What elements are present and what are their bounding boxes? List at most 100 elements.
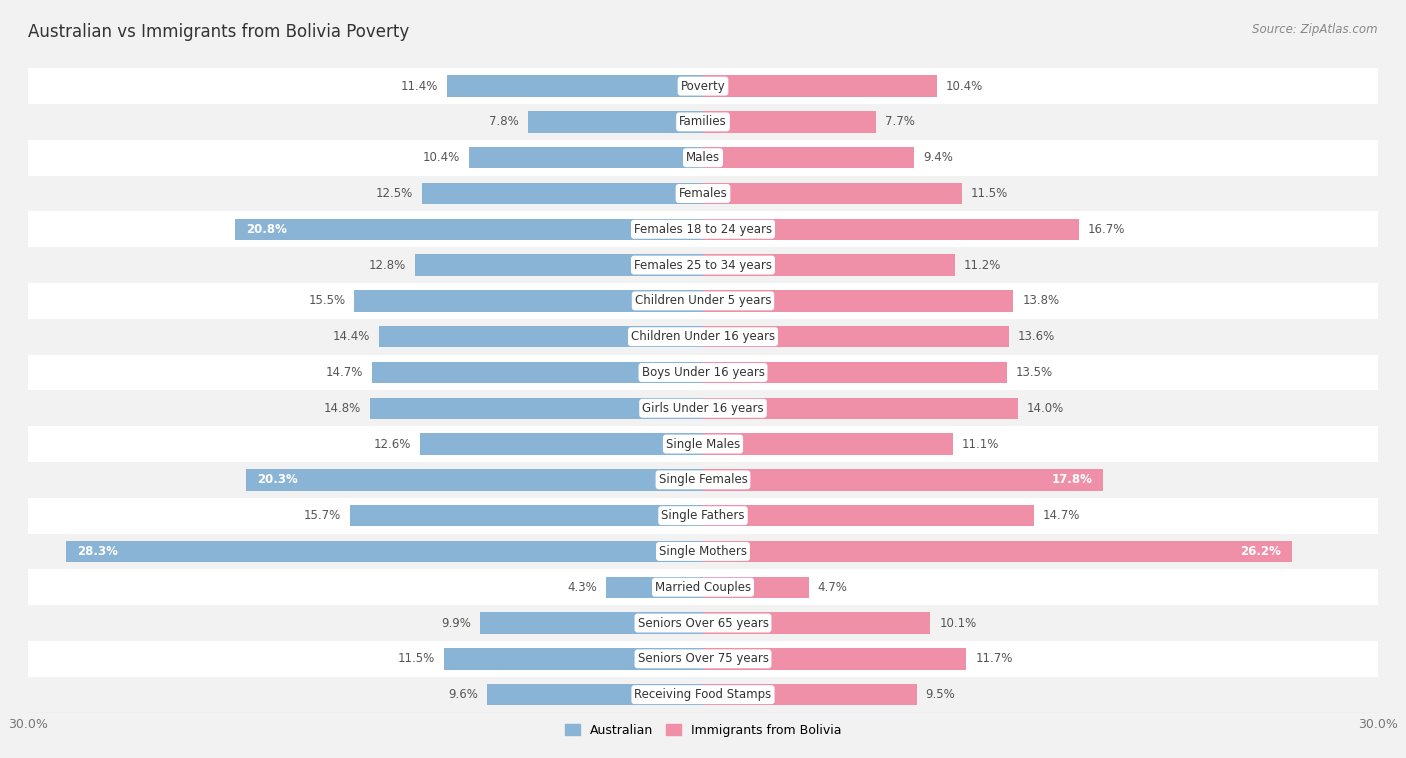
Bar: [370, 397, 703, 419]
Bar: [703, 326, 1010, 347]
Text: 9.4%: 9.4%: [924, 151, 953, 164]
Bar: [703, 577, 808, 598]
Bar: [703, 684, 917, 706]
Bar: [28, 176, 1378, 211]
Text: 4.7%: 4.7%: [818, 581, 848, 594]
Bar: [703, 147, 914, 168]
Text: 26.2%: 26.2%: [1240, 545, 1281, 558]
Text: 14.7%: 14.7%: [1043, 509, 1080, 522]
Text: 10.1%: 10.1%: [939, 616, 976, 630]
Text: 11.7%: 11.7%: [976, 653, 1012, 666]
Bar: [28, 534, 1378, 569]
Bar: [66, 540, 703, 562]
Bar: [28, 605, 1378, 641]
Bar: [246, 469, 703, 490]
Bar: [28, 641, 1378, 677]
Text: 13.5%: 13.5%: [1015, 366, 1053, 379]
Text: 11.2%: 11.2%: [965, 258, 1001, 271]
Bar: [28, 68, 1378, 104]
Text: 7.7%: 7.7%: [886, 115, 915, 128]
Text: Children Under 5 years: Children Under 5 years: [634, 294, 772, 308]
Bar: [703, 469, 1104, 490]
Bar: [486, 684, 703, 706]
Text: 13.6%: 13.6%: [1018, 330, 1054, 343]
Text: Families: Families: [679, 115, 727, 128]
Text: Girls Under 16 years: Girls Under 16 years: [643, 402, 763, 415]
Text: 15.5%: 15.5%: [308, 294, 346, 308]
Text: 16.7%: 16.7%: [1088, 223, 1125, 236]
Bar: [447, 75, 703, 97]
Bar: [28, 390, 1378, 426]
Bar: [28, 462, 1378, 498]
Bar: [703, 218, 1078, 240]
Text: 14.0%: 14.0%: [1026, 402, 1064, 415]
Text: Females 18 to 24 years: Females 18 to 24 years: [634, 223, 772, 236]
Bar: [350, 505, 703, 526]
Text: Females 25 to 34 years: Females 25 to 34 years: [634, 258, 772, 271]
Text: Australian vs Immigrants from Bolivia Poverty: Australian vs Immigrants from Bolivia Po…: [28, 23, 409, 41]
Text: Receiving Food Stamps: Receiving Food Stamps: [634, 688, 772, 701]
Text: 11.5%: 11.5%: [970, 187, 1008, 200]
Text: Poverty: Poverty: [681, 80, 725, 92]
Bar: [703, 111, 876, 133]
Text: 15.7%: 15.7%: [304, 509, 340, 522]
Text: 14.4%: 14.4%: [333, 330, 370, 343]
Bar: [28, 139, 1378, 176]
Bar: [703, 75, 936, 97]
Bar: [28, 283, 1378, 319]
Bar: [703, 648, 966, 669]
Text: 11.4%: 11.4%: [401, 80, 437, 92]
Text: Single Females: Single Females: [658, 473, 748, 487]
Text: 9.6%: 9.6%: [449, 688, 478, 701]
Text: Source: ZipAtlas.com: Source: ZipAtlas.com: [1253, 23, 1378, 36]
Text: 20.8%: 20.8%: [246, 223, 287, 236]
Bar: [28, 211, 1378, 247]
Bar: [470, 147, 703, 168]
Text: 11.5%: 11.5%: [398, 653, 436, 666]
Bar: [380, 326, 703, 347]
Bar: [419, 434, 703, 455]
Bar: [28, 426, 1378, 462]
Text: 12.8%: 12.8%: [368, 258, 406, 271]
Text: Children Under 16 years: Children Under 16 years: [631, 330, 775, 343]
Bar: [703, 612, 931, 634]
Text: Single Males: Single Males: [666, 437, 740, 450]
Bar: [703, 290, 1014, 312]
Text: Married Couples: Married Couples: [655, 581, 751, 594]
Text: 13.8%: 13.8%: [1022, 294, 1060, 308]
Bar: [703, 540, 1292, 562]
Text: Females: Females: [679, 187, 727, 200]
Bar: [703, 434, 953, 455]
Text: Single Fathers: Single Fathers: [661, 509, 745, 522]
Text: Seniors Over 65 years: Seniors Over 65 years: [637, 616, 769, 630]
Text: 14.7%: 14.7%: [326, 366, 363, 379]
Bar: [235, 218, 703, 240]
Bar: [481, 612, 703, 634]
Text: 9.5%: 9.5%: [925, 688, 956, 701]
Text: Seniors Over 75 years: Seniors Over 75 years: [637, 653, 769, 666]
Text: 12.6%: 12.6%: [373, 437, 411, 450]
Bar: [703, 183, 962, 204]
Text: Single Mothers: Single Mothers: [659, 545, 747, 558]
Text: Males: Males: [686, 151, 720, 164]
Bar: [28, 677, 1378, 713]
Text: 28.3%: 28.3%: [77, 545, 118, 558]
Bar: [703, 505, 1033, 526]
Bar: [28, 355, 1378, 390]
Bar: [354, 290, 703, 312]
Bar: [28, 319, 1378, 355]
Bar: [703, 362, 1007, 384]
Text: 11.1%: 11.1%: [962, 437, 1000, 450]
Bar: [415, 255, 703, 276]
Text: 10.4%: 10.4%: [423, 151, 460, 164]
Bar: [28, 104, 1378, 139]
Text: 14.8%: 14.8%: [323, 402, 361, 415]
Text: 20.3%: 20.3%: [257, 473, 298, 487]
Bar: [28, 498, 1378, 534]
Bar: [373, 362, 703, 384]
Bar: [444, 648, 703, 669]
Text: 7.8%: 7.8%: [489, 115, 519, 128]
Legend: Australian, Immigrants from Bolivia: Australian, Immigrants from Bolivia: [560, 719, 846, 742]
Bar: [28, 569, 1378, 605]
Bar: [606, 577, 703, 598]
